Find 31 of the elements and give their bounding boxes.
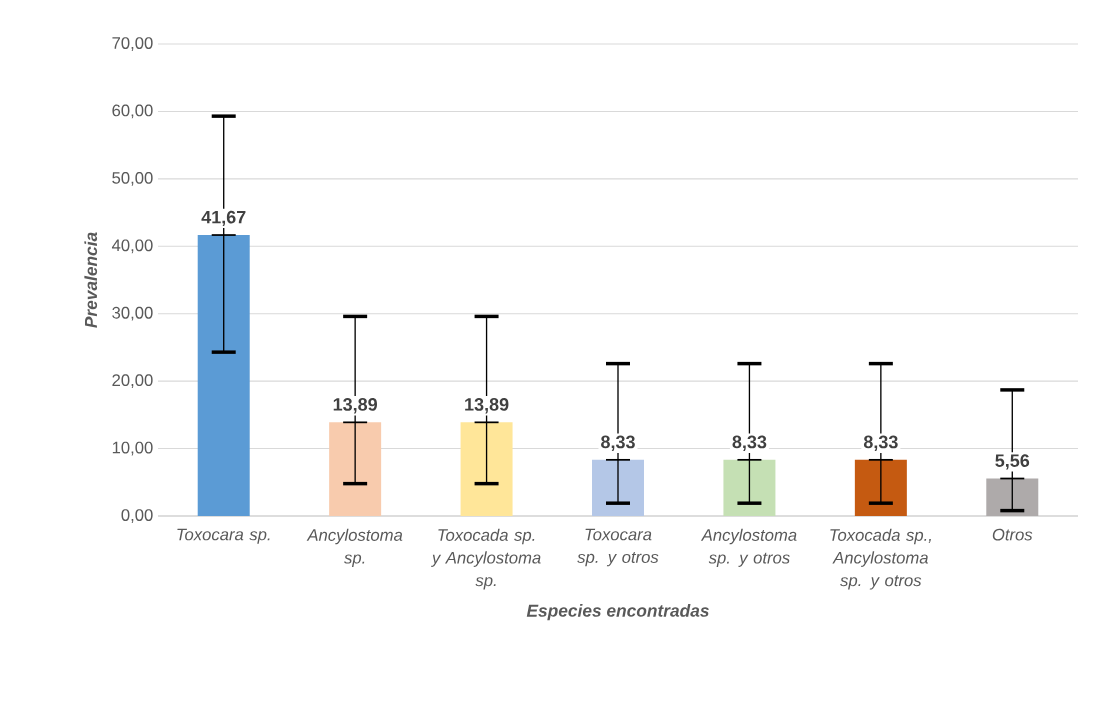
x-tick-label: Toxocara sp.	[177, 528, 270, 544]
x-tick-label: Ancylostoma sp.	[306, 528, 403, 567]
y-tick-label: 60,00	[112, 104, 153, 119]
bar	[460, 422, 513, 516]
bar	[986, 478, 1039, 516]
y-tick-label: 40,00	[111, 239, 153, 254]
y-tick-label: 50,00	[112, 171, 153, 186]
bar	[592, 459, 644, 516]
bar	[329, 422, 382, 516]
y-tick-label: 20,00	[112, 374, 153, 389]
data-label: 5,56	[995, 454, 1030, 470]
y-tick-label: 10,00	[112, 441, 153, 456]
bar	[723, 459, 776, 516]
x-tick-label: Toxocara sp. y otros	[577, 528, 659, 567]
bar	[197, 235, 250, 516]
x-tick-label: Toxocada sp. y Ancylostoma sp.	[430, 528, 541, 590]
x-tick-label: Otros	[992, 528, 1033, 541]
data-label: 8,33	[732, 435, 767, 451]
x-tick-label: Ancylostoma sp. y otros	[700, 528, 797, 567]
y-tick-label: 0,00	[121, 509, 153, 523]
bar	[854, 459, 907, 516]
x-axis-title: Especies encontradas	[526, 604, 709, 621]
data-label: 13,89	[465, 398, 509, 414]
data-label: 13,89	[333, 398, 377, 414]
x-tick-label: Toxocada sp., Ancylostoma sp. y otros	[830, 528, 931, 590]
data-label: 8,33	[601, 435, 635, 451]
y-tick-label: 30,00	[112, 306, 153, 321]
data-label: 41,67	[201, 210, 246, 227]
data-label: 8,33	[863, 435, 898, 451]
y-axis-title: Prevalencia	[84, 232, 98, 328]
y-tick-label: 70,00	[112, 37, 153, 51]
